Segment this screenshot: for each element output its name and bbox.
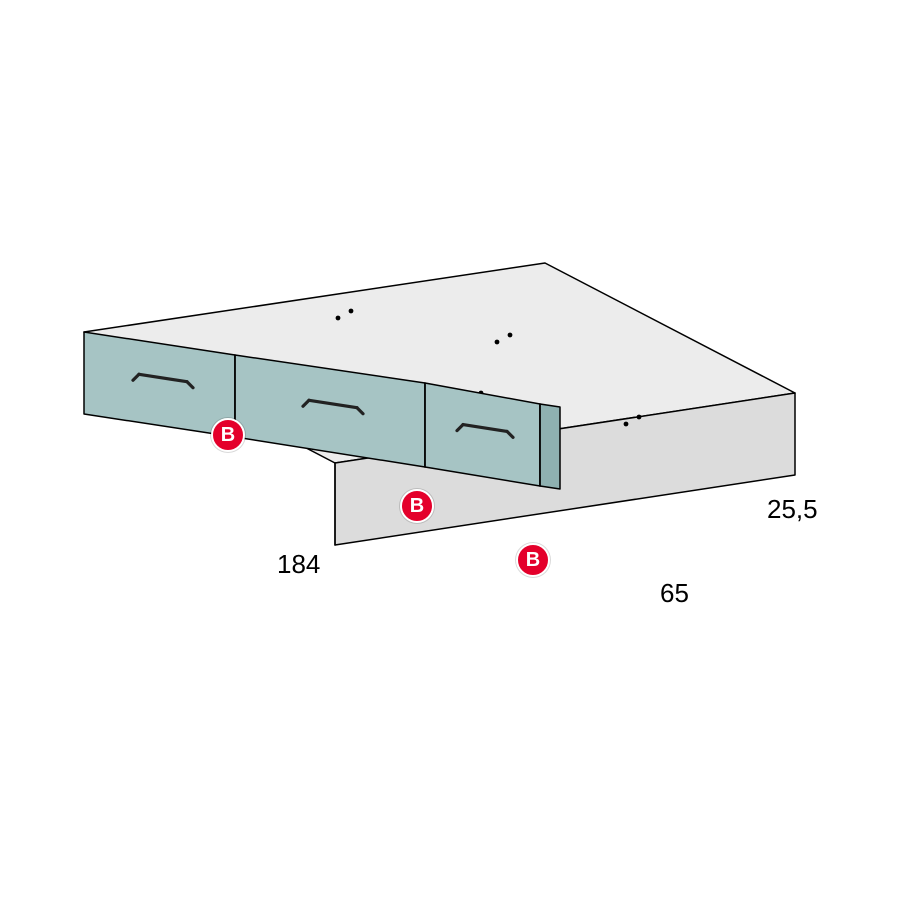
dimension-depth: 65 [660,578,689,609]
dimension-height: 25,5 [767,494,818,525]
drawer-badge-3: B [516,543,550,577]
dimension-width: 184 [277,549,320,580]
drawer-badge-1: B [211,418,245,452]
diagram-stage: 184 65 25,5 B B B [0,0,902,902]
furniture-drawing [0,0,902,902]
drawer-badge-2: B [400,489,434,523]
